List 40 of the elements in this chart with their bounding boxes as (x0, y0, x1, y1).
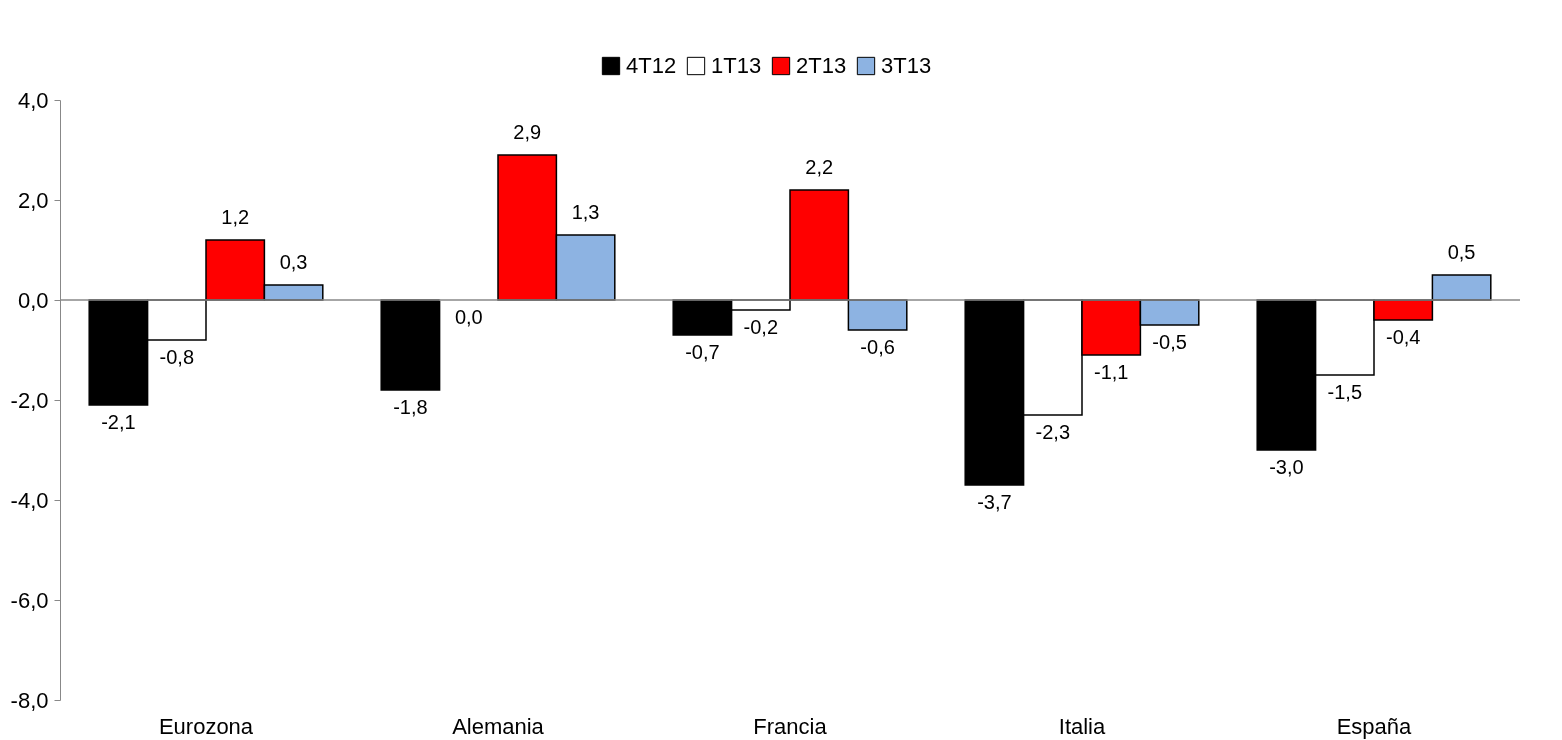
data-label: 0,0 (454, 306, 483, 328)
data-label: 0,3 (279, 251, 308, 273)
data-label: -0,6 (860, 336, 895, 358)
data-label: -0,8 (159, 346, 195, 368)
legend-label: 3T13 (881, 53, 932, 78)
data-label: -3,7 (977, 491, 1012, 513)
data-label: -1,5 (1327, 381, 1363, 403)
x-tick-label: Eurozona (158, 713, 254, 739)
data-label: -1,1 (1093, 361, 1129, 383)
y-tick-label: 0,0 (17, 287, 49, 313)
data-label: -1,8 (393, 396, 428, 418)
data-label: -0,5 (1152, 331, 1187, 353)
data-label: -2,1 (101, 411, 136, 433)
y-tick-label: -4,0 (10, 487, 49, 513)
legend-label: 4T12 (626, 53, 677, 78)
x-tick-label: Francia (753, 713, 828, 739)
data-label: -3,0 (1269, 456, 1304, 478)
data-label: 2,9 (513, 121, 542, 143)
y-tick-label: -6,0 (10, 587, 49, 613)
data-label: 0,5 (1447, 241, 1476, 263)
data-label: -2,3 (1035, 421, 1071, 443)
data-label: -0,7 (685, 341, 720, 363)
x-tick-label: España (1336, 713, 1413, 739)
x-tick-label: Alemania (452, 713, 545, 739)
data-label: 1,3 (571, 201, 600, 223)
y-tick-label: 4,0 (17, 87, 49, 113)
data-label: -0,4 (1385, 326, 1421, 348)
y-tick-label: -8,0 (10, 687, 49, 713)
x-tick-label: Italia (1058, 713, 1106, 739)
legend-label: 1T13 (711, 53, 762, 78)
y-tick-label: -2,0 (10, 387, 49, 413)
data-label: -0,2 (743, 316, 779, 338)
data-label: 2,2 (805, 156, 834, 178)
bar (847, 299, 908, 331)
bar (380, 299, 441, 391)
data-label: 1,2 (221, 206, 250, 228)
legend-label: 2T13 (796, 53, 847, 78)
bar (1431, 274, 1492, 301)
y-tick-label: 2,0 (17, 187, 49, 213)
bar (789, 189, 850, 301)
